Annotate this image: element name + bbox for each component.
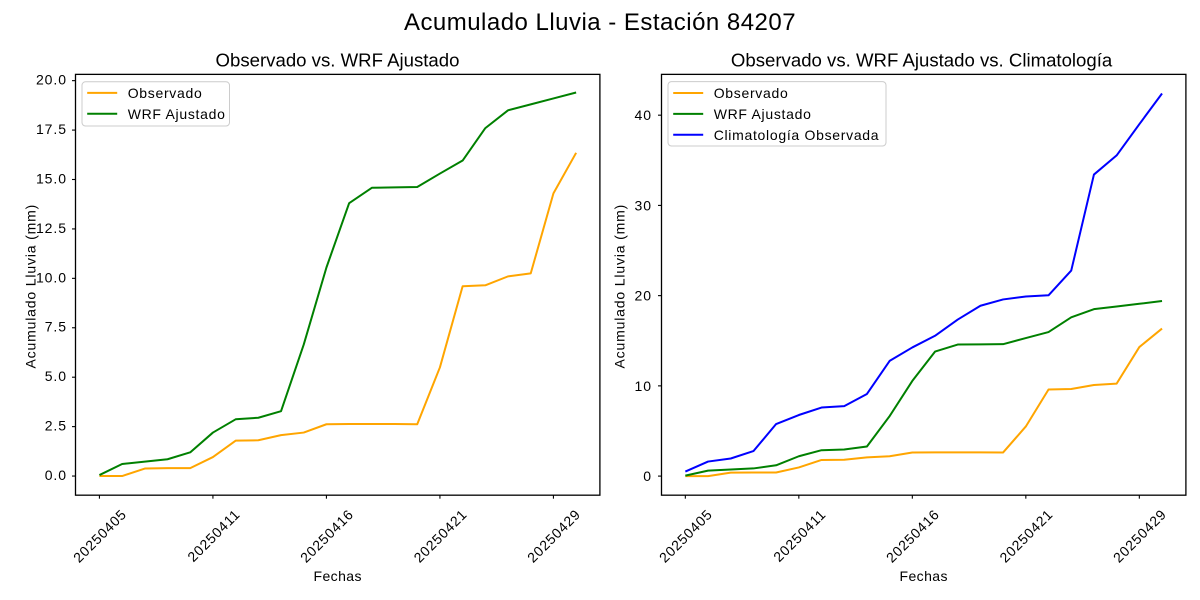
svg-text:40: 40 [635,107,652,123]
svg-text:10.0: 10.0 [36,269,67,285]
svg-text:Acumulado Lluvia (mm): Acumulado Lluvia (mm) [22,204,38,369]
svg-text:Observado vs. WRF Ajustado vs.: Observado vs. WRF Ajustado vs. Climatolo… [731,49,1113,70]
svg-text:Acumulado Lluvia (mm): Acumulado Lluvia (mm) [612,204,628,369]
svg-text:Fechas: Fechas [900,568,948,584]
svg-text:Observado: Observado [714,85,789,101]
svg-text:Acumulado Lluvia - Estación 84: Acumulado Lluvia - Estación 84207 [404,9,796,36]
svg-text:20: 20 [635,288,652,304]
svg-text:Fechas: Fechas [314,568,362,584]
svg-text:20.0: 20.0 [36,72,67,88]
svg-text:30: 30 [635,197,652,213]
svg-text:7.5: 7.5 [45,319,67,335]
svg-text:Climatología Observada: Climatología Observada [714,127,880,143]
svg-text:Observado vs. WRF Ajustado: Observado vs. WRF Ajustado [216,49,460,70]
svg-text:0.0: 0.0 [45,467,67,483]
svg-text:2.5: 2.5 [45,418,67,434]
svg-text:0: 0 [643,468,652,484]
svg-text:5.0: 5.0 [45,368,67,384]
svg-text:WRF Ajustado: WRF Ajustado [714,106,812,122]
svg-text:10: 10 [635,378,652,394]
svg-text:17.5: 17.5 [36,121,67,137]
svg-text:15.0: 15.0 [36,170,67,186]
svg-text:12.5: 12.5 [36,220,67,236]
svg-text:Observado: Observado [128,85,203,101]
svg-text:WRF Ajustado: WRF Ajustado [128,106,226,122]
